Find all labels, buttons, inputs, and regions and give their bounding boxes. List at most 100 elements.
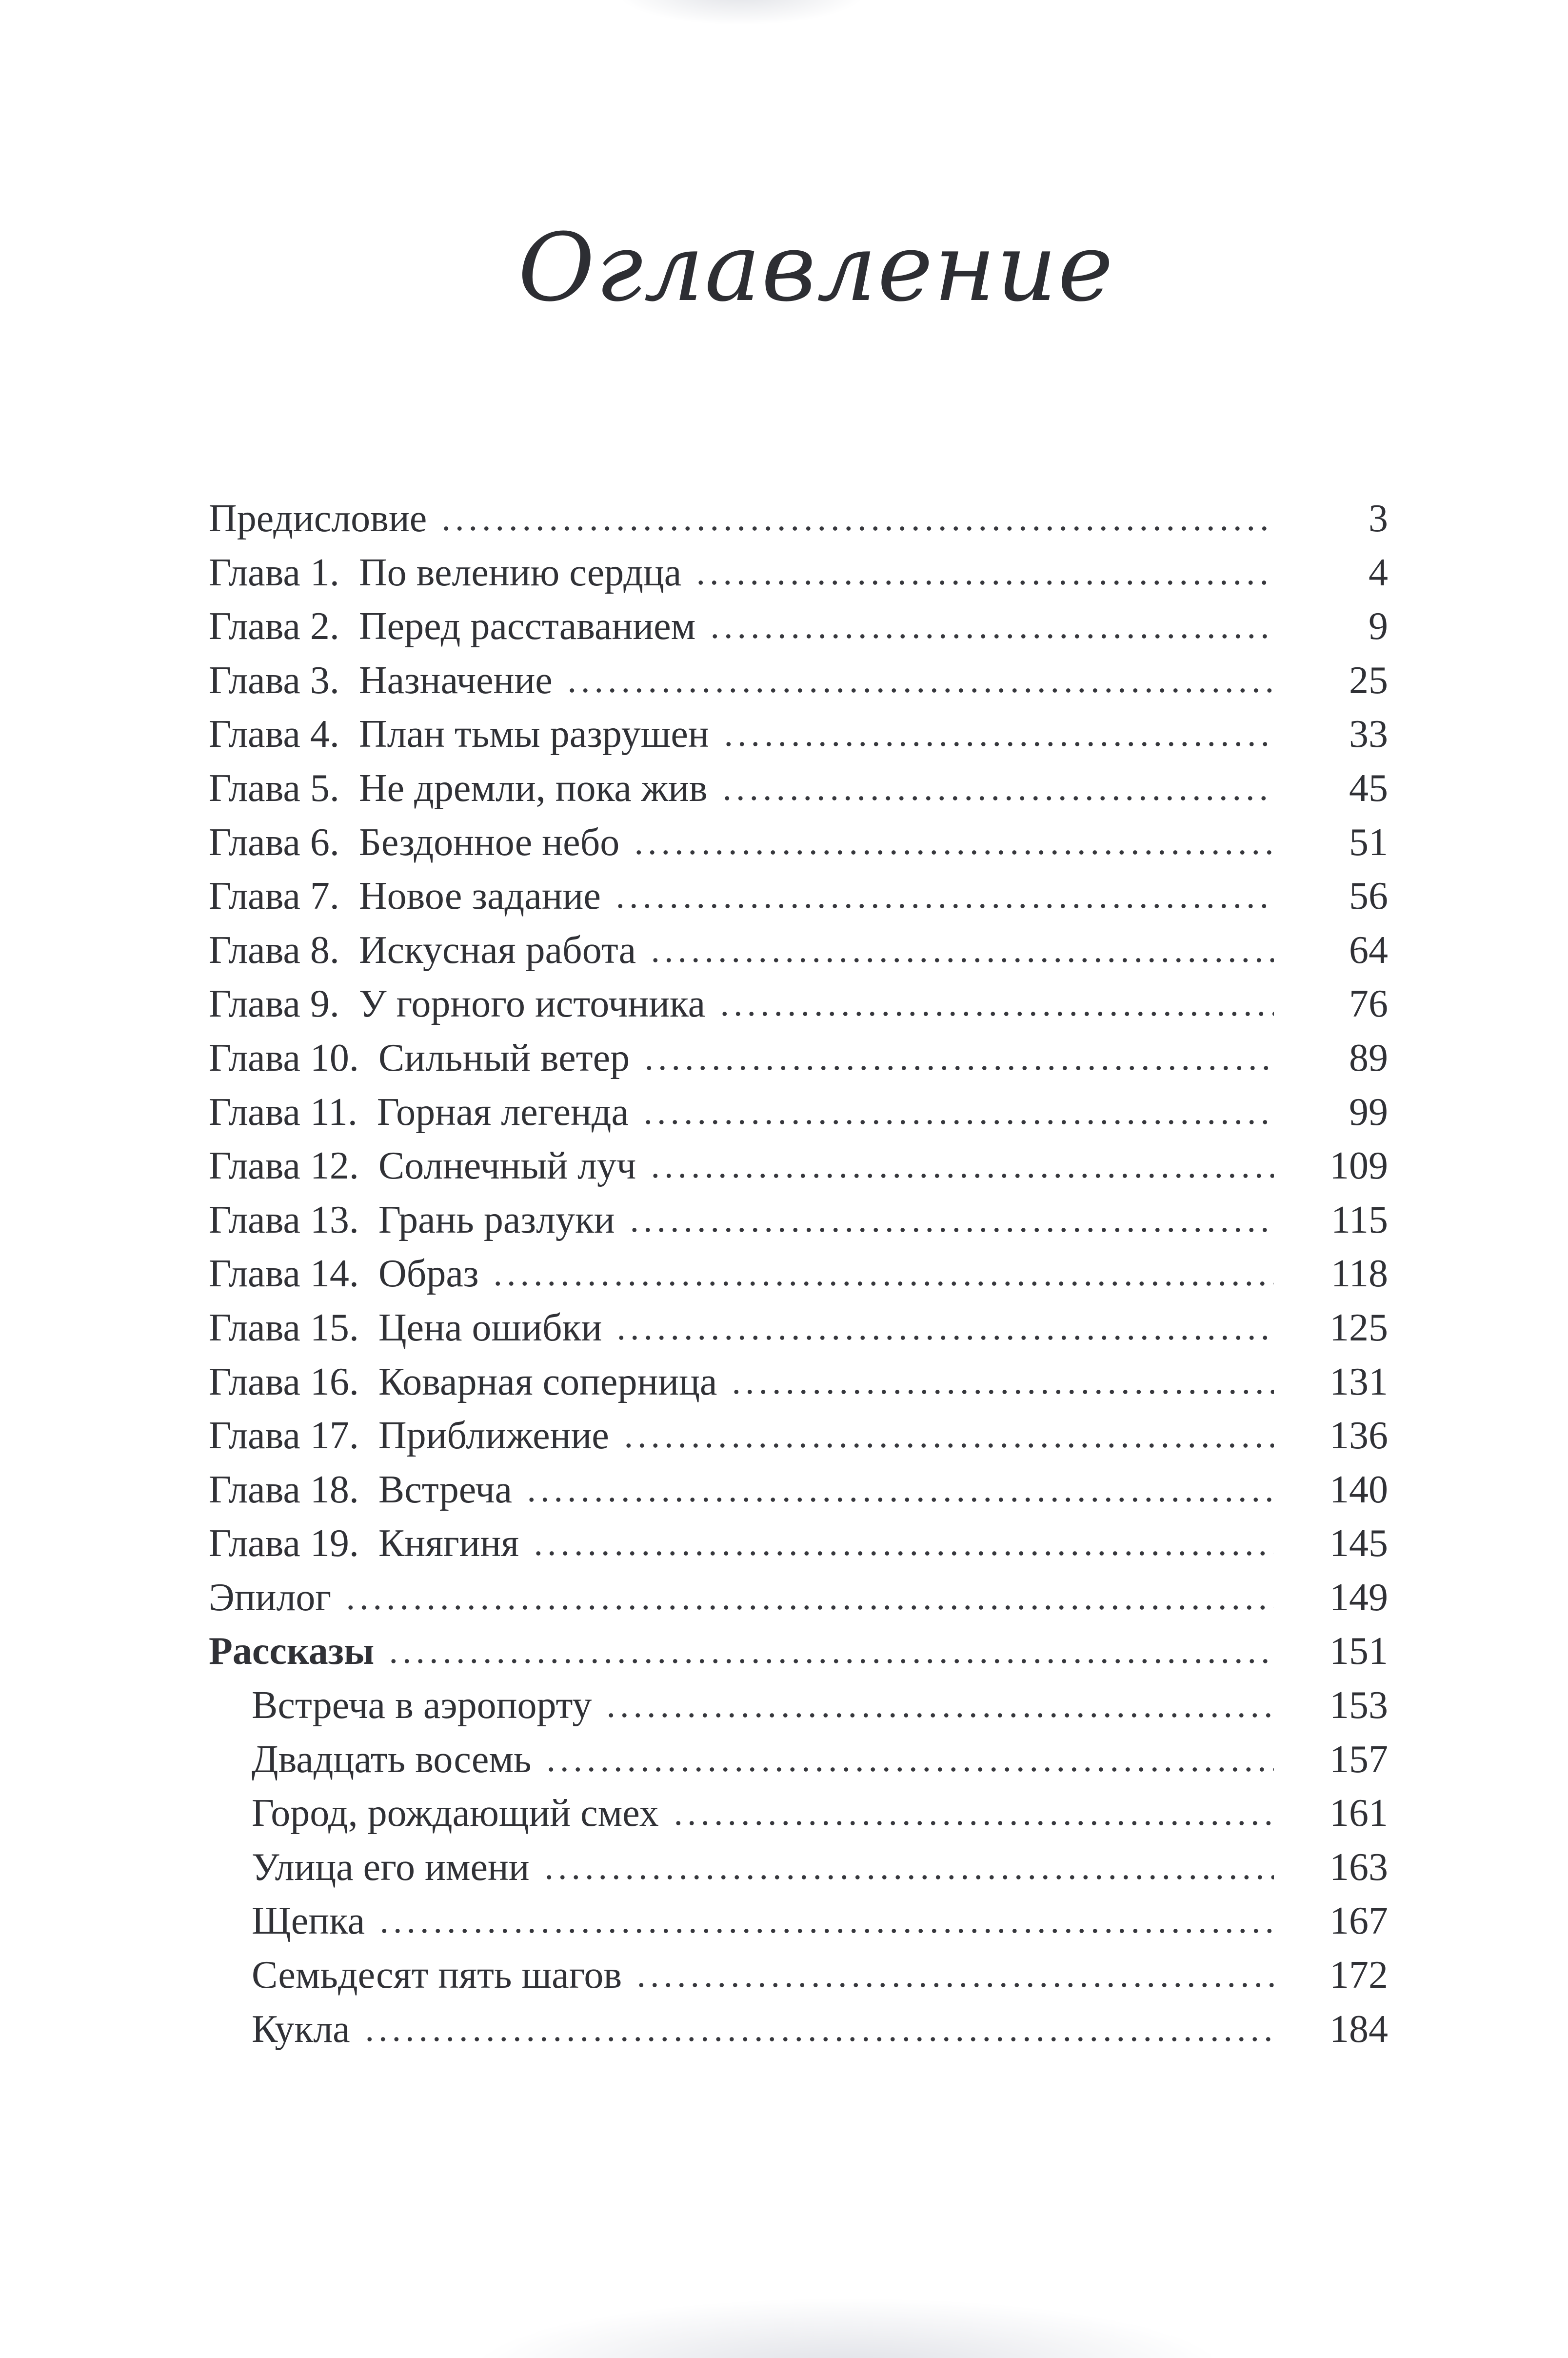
- toc-row: Глава 1. По велению сердца 4: [209, 546, 1388, 600]
- toc-entry-label: Глава 17. Приближение: [209, 1414, 609, 1458]
- toc-entry-label: Двадцать восемь: [252, 1738, 532, 1781]
- toc-entry-label: Глава 5. Не дремли, пока жив: [209, 766, 708, 810]
- toc-entry-page: 136: [1330, 1414, 1388, 1458]
- toc-entry-label: Глава 8. Искусная работа: [209, 928, 636, 972]
- toc-entry-page: 149: [1330, 1576, 1388, 1619]
- toc-row: Глава 18. Встреча 140: [209, 1463, 1388, 1517]
- toc-row: Глава 9. У горного источника 76: [209, 977, 1388, 1031]
- toc-entry-page: 140: [1330, 1468, 1388, 1511]
- dot-leader: [604, 1713, 1274, 1719]
- toc-entry-label: Эпилог: [209, 1576, 332, 1619]
- dot-leader: [671, 1820, 1274, 1826]
- toc-entry-page: 45: [1349, 766, 1388, 810]
- toc-row: Глава 14. Образ 118: [209, 1247, 1388, 1301]
- toc-entry-label: Город, рождающий смех: [252, 1792, 659, 1835]
- toc-entry-page: 25: [1349, 659, 1388, 702]
- dot-leader: [344, 1604, 1274, 1610]
- toc-entry-label: Глава 3. Назначение: [209, 659, 553, 702]
- toc-row: Эпилог 149: [209, 1571, 1388, 1625]
- toc-entry-page: 125: [1330, 1306, 1388, 1349]
- dot-leader: [565, 687, 1274, 693]
- toc-entry-page: 99: [1349, 1090, 1388, 1134]
- toc-row: Глава 17. Приближение 136: [209, 1409, 1388, 1463]
- scan-shadow-bottom: [478, 2299, 1219, 2358]
- dot-leader: [627, 1227, 1274, 1233]
- toc-entry-label: Глава 15. Цена ошибки: [209, 1306, 602, 1349]
- toc-row: Двадцать восемь 157: [209, 1733, 1388, 1787]
- dot-leader: [542, 1874, 1274, 1880]
- toc-row: Семьдесят пять шагов 172: [209, 1948, 1388, 2002]
- toc-row: Город, рождающий смех 161: [209, 1786, 1388, 1840]
- toc-entry-label: Встреча в аэропорту: [252, 1684, 592, 1727]
- toc-entry-label: Глава 18. Встреча: [209, 1468, 512, 1511]
- toc-row: Глава 2. Перед расставанием 9: [209, 599, 1388, 654]
- toc-entry-label: Предисловие: [209, 497, 427, 540]
- toc-row: Глава 4. План тьмы разрушен 33: [209, 707, 1388, 761]
- toc-row: Глава 19. Княгиня 145: [209, 1517, 1388, 1571]
- toc-entry-page: 76: [1349, 982, 1388, 1026]
- dot-leader: [642, 1065, 1274, 1071]
- toc-entry-label: Глава 7. Новое задание: [209, 875, 601, 918]
- toc-entry-label: Глава 11. Горная легенда: [209, 1090, 629, 1134]
- toc-row: Глава 8. Искусная работа 64: [209, 923, 1388, 978]
- toc-entry-page: 157: [1330, 1738, 1388, 1781]
- toc-row: Глава 13. Грань разлуки 115: [209, 1193, 1388, 1247]
- toc-entry-page: 56: [1349, 875, 1388, 918]
- toc-row: Щепка 167: [209, 1894, 1388, 1948]
- toc-row: Глава 16. Коварная соперница 131: [209, 1355, 1388, 1409]
- toc-entry-page: 151: [1330, 1630, 1388, 1673]
- toc-row: Глава 10. Сильный ветер 89: [209, 1031, 1388, 1085]
- dot-leader: [524, 1497, 1274, 1502]
- toc-entry-page: 153: [1330, 1684, 1388, 1727]
- toc-entry-page: 145: [1330, 1522, 1388, 1565]
- toc-entry-label: Кукла: [252, 2007, 350, 2051]
- dot-leader: [621, 1443, 1274, 1449]
- toc-entry-page: 161: [1330, 1792, 1388, 1835]
- toc-entry-label: Щепка: [252, 1899, 365, 1943]
- toc-entry-page: 51: [1349, 820, 1388, 864]
- toc-entry-page: 167: [1330, 1899, 1388, 1943]
- toc-entry-label: Глава 13. Грань разлуки: [209, 1198, 615, 1241]
- toc-row: Предисловие 3: [209, 492, 1388, 546]
- dot-leader: [641, 1119, 1274, 1125]
- toc-entry-label: Улица его имени: [252, 1845, 530, 1889]
- dot-leader: [544, 1766, 1274, 1772]
- scan-smudge-top: [615, 0, 868, 25]
- toc-entry-page: 64: [1349, 928, 1388, 972]
- toc-row: Рассказы 151: [209, 1624, 1388, 1679]
- toc-entry-label: Глава 12. Солнечный луч: [209, 1144, 636, 1188]
- toc-entry-label: Глава 19. Княгиня: [209, 1522, 519, 1565]
- toc-entry-page: 33: [1349, 713, 1388, 756]
- toc-entry-label: Глава 10. Сильный ветер: [209, 1036, 630, 1079]
- dot-leader: [649, 957, 1274, 963]
- dot-leader: [532, 1551, 1274, 1557]
- table-of-contents: Предисловие 3 Глава 1. По велению сердца 4 Г…: [209, 492, 1388, 2056]
- toc-entry-page: 109: [1330, 1144, 1388, 1188]
- toc-entry-label: Глава 14. Образ: [209, 1252, 479, 1296]
- dot-leader: [377, 1928, 1274, 1934]
- toc-row: Глава 5. Не дремли, пока жив 45: [209, 761, 1388, 816]
- toc-entry-page: 172: [1330, 1954, 1388, 1997]
- toc-entry-label: Рассказы: [209, 1630, 375, 1673]
- toc-entry-page: 89: [1349, 1036, 1388, 1079]
- toc-row: Встреча в аэропорту 153: [209, 1679, 1388, 1733]
- toc-entry-label: Глава 2. Перед расставанием: [209, 605, 696, 648]
- toc-entry-label: Семьдесят пять шагов: [252, 1954, 622, 1997]
- dot-leader: [730, 1389, 1274, 1395]
- toc-entry-label: Глава 1. По велению сердца: [209, 551, 682, 594]
- toc-row: Глава 11. Горная легенда 99: [209, 1085, 1388, 1139]
- dot-leader: [387, 1659, 1274, 1664]
- dot-leader: [632, 849, 1274, 855]
- dot-leader: [694, 580, 1274, 585]
- toc-entry-label: Глава 16. Коварная соперница: [209, 1360, 717, 1403]
- dot-leader: [439, 526, 1274, 531]
- page-title: Оглавление: [518, 214, 1114, 322]
- toc-entry-page: 118: [1330, 1252, 1388, 1296]
- toc-row: Глава 6. Бездонное небо 51: [209, 816, 1388, 870]
- dot-leader: [649, 1173, 1274, 1179]
- toc-entry-page: 3: [1369, 497, 1388, 540]
- toc-entry-page: 184: [1330, 2007, 1388, 2051]
- toc-row: Кукла 184: [209, 2002, 1388, 2057]
- dot-leader: [721, 741, 1274, 747]
- dot-leader: [362, 2036, 1274, 2042]
